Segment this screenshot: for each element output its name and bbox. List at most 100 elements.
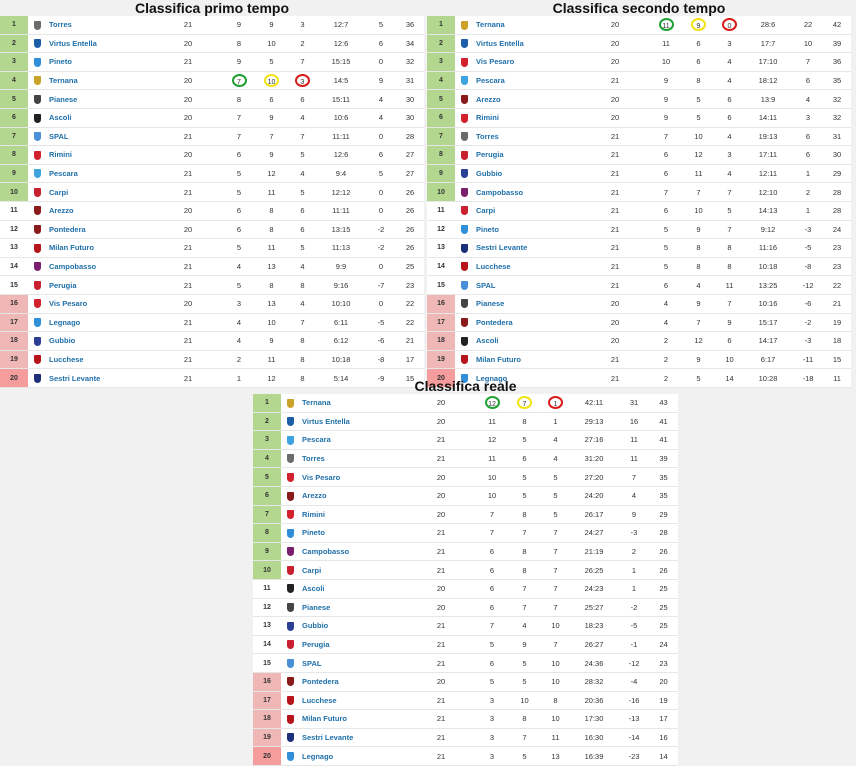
team-name-link[interactable]: Vis Pesaro	[47, 294, 152, 314]
points-cell: 28	[396, 127, 424, 147]
team-name-link[interactable]: Pontedera	[474, 313, 579, 333]
goals-cell: 11:16	[743, 238, 793, 258]
team-name-link[interactable]: Lucchese	[47, 350, 152, 370]
team-name-link[interactable]: Pontedera	[300, 672, 405, 692]
team-name-link[interactable]: Carpi	[300, 560, 405, 580]
goal-diff-cell: -8	[793, 257, 823, 277]
team-name-link[interactable]: Gubbio	[474, 164, 579, 184]
team-name-link[interactable]: Ascoli	[474, 331, 579, 351]
wins-cell: 6	[224, 201, 254, 221]
team-name-link[interactable]: Pineto	[300, 523, 405, 543]
team-name-link[interactable]: Milan Futuro	[47, 238, 152, 258]
team-name-link[interactable]: Pineto	[474, 220, 579, 240]
crest-cell	[455, 313, 474, 333]
team-name-link[interactable]: Milan Futuro	[300, 709, 405, 729]
wins-cell: 11	[651, 16, 681, 35]
team-name-link[interactable]: Carpi	[47, 182, 152, 202]
team-name-link[interactable]: Virtus Entella	[300, 412, 405, 432]
team-name-link[interactable]: Campobasso	[474, 182, 579, 202]
team-name-link[interactable]: Arezzo	[474, 89, 579, 109]
team-name-link[interactable]: Rimini	[300, 505, 405, 525]
team-name-link[interactable]: Legnago	[47, 313, 152, 333]
team-name-link[interactable]: Campobasso	[300, 542, 405, 562]
team-name-link[interactable]: Pianese	[474, 294, 579, 314]
team-name-link[interactable]: Vis Pesaro	[474, 52, 579, 72]
team-name-link[interactable]: Pontedera	[47, 220, 152, 240]
team-name-link[interactable]: Gubbio	[300, 616, 405, 636]
goals-cell: 6:17	[743, 350, 793, 370]
team-name-link[interactable]: Campobasso	[47, 257, 152, 277]
wins-cell: 9	[651, 71, 681, 91]
crest-cell	[281, 542, 300, 562]
wins-cell: 5	[224, 164, 254, 184]
team-name-link[interactable]: Lucchese	[300, 691, 405, 711]
team-name-link[interactable]: Vis Pesaro	[300, 467, 405, 487]
played-cell: 21	[152, 127, 224, 147]
goal-diff-cell: 4	[366, 89, 396, 109]
team-name-link[interactable]: Sestri Levante	[474, 238, 579, 258]
team-name-link[interactable]: Pineto	[47, 52, 152, 72]
team-crest-icon	[287, 696, 294, 706]
losses-cell: 6	[716, 89, 743, 109]
team-name-link[interactable]: Arezzo	[47, 201, 152, 221]
team-name-link[interactable]: Virtus Entella	[474, 34, 579, 54]
wins-cell: 5	[651, 257, 681, 277]
goals-cell: 9:4	[316, 164, 366, 184]
points-cell: 18	[823, 331, 851, 351]
team-name-link[interactable]: Arezzo	[300, 486, 405, 506]
team-name-link[interactable]: Pianese	[47, 89, 152, 109]
losses-cell: 4	[289, 294, 316, 314]
team-name-link[interactable]: Perugia	[474, 145, 579, 165]
played-cell: 21	[152, 164, 224, 184]
team-name-link[interactable]: Rimini	[474, 108, 579, 128]
table-row: 10 Carpi 21 5 11 5 12:12 0 26	[0, 182, 424, 202]
draws-cell: 10	[254, 34, 289, 54]
team-name-link[interactable]: Ascoli	[47, 108, 152, 128]
goals-cell: 28:6	[743, 16, 793, 35]
team-name-link[interactable]: SPAL	[300, 653, 405, 673]
goals-cell: 11:11	[316, 127, 366, 147]
points-cell: 39	[649, 449, 678, 469]
team-name-link[interactable]: Ternana	[474, 16, 579, 35]
wins-cell: 3	[224, 294, 254, 314]
team-name-link[interactable]: Torres	[47, 16, 152, 35]
table-row: 5 Pianese 20 8 6 6 15:11 4 30	[0, 89, 424, 109]
team-name-link[interactable]: Pescara	[47, 164, 152, 184]
team-name-link[interactable]: Pescara	[474, 71, 579, 91]
draws-cell: 11	[254, 238, 289, 258]
wins-cell: 5	[224, 238, 254, 258]
team-name-link[interactable]: Perugia	[300, 635, 405, 655]
table-row: 13 Milan Futuro 21 5 11 5 11:13 -2 26	[0, 238, 424, 258]
team-name-link[interactable]: Rimini	[47, 145, 152, 165]
team-name-link[interactable]: Torres	[300, 449, 405, 469]
team-name-link[interactable]: Torres	[474, 127, 579, 147]
draws-cell: 9	[254, 145, 289, 165]
losses-cell: 5	[716, 201, 743, 221]
played-cell: 20	[152, 108, 224, 128]
team-name-link[interactable]: Pescara	[300, 430, 405, 450]
team-name-link[interactable]: Ascoli	[300, 579, 405, 599]
crest-cell	[281, 616, 300, 636]
position-cell: 4	[0, 71, 28, 91]
team-name-link[interactable]: Virtus Entella	[47, 34, 152, 54]
crest-cell	[455, 52, 474, 72]
team-name-link[interactable]: SPAL	[47, 127, 152, 147]
team-crest-icon	[34, 76, 41, 86]
goal-diff-cell: -16	[619, 691, 649, 711]
team-name-link[interactable]: Sestri Levante	[47, 368, 152, 388]
team-name-link[interactable]: Lucchese	[474, 257, 579, 277]
team-name-link[interactable]: Pianese	[300, 598, 405, 618]
team-name-link[interactable]: Carpi	[474, 201, 579, 221]
team-name-link[interactable]: SPAL	[474, 275, 579, 295]
team-name-link[interactable]: Gubbio	[47, 331, 152, 351]
table-row: 17 Legnago 21 4 10 7 6:11 -5 22	[0, 313, 424, 333]
team-name-link[interactable]: Perugia	[47, 275, 152, 295]
team-name-link[interactable]: Ternana	[47, 71, 152, 91]
team-crest-icon	[461, 132, 468, 142]
team-name-link[interactable]: Sestri Levante	[300, 728, 405, 748]
wins-cell: 11	[651, 34, 681, 54]
losses-cell: 3	[289, 71, 316, 91]
team-name-link[interactable]: Milan Futuro	[474, 350, 579, 370]
team-name-link[interactable]: Legnago	[474, 368, 579, 388]
team-name-link[interactable]: Ternana	[300, 394, 405, 413]
